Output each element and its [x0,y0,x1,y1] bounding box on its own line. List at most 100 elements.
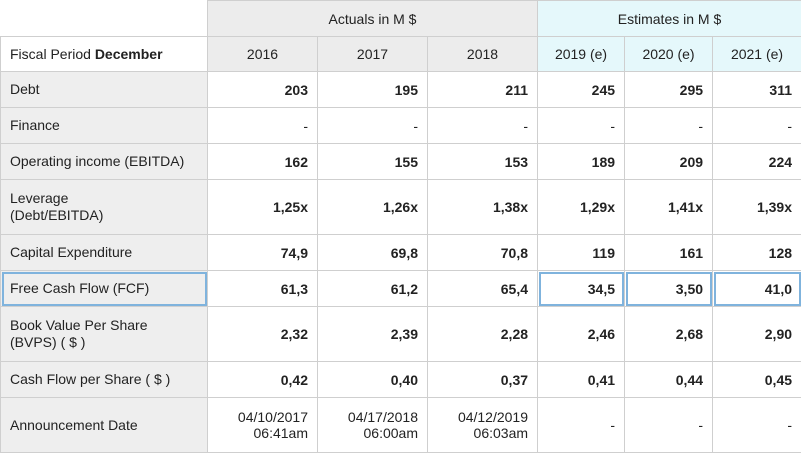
year-header: 2019 (e) [537,36,626,72]
row-label-text: Announcement Date [10,416,138,433]
table-cell: 1,26x [317,179,428,235]
year-header: 2020 (e) [624,36,714,72]
row-label: Free Cash Flow (FCF) [0,270,208,307]
table-cell: 2,32 [207,306,318,362]
row-label: Finance [0,107,208,144]
table-row: Operating income (EBITDA) 162 155 153 18… [0,143,801,180]
table-cell: 0,44 [624,361,714,398]
actuals-group-header: Actuals in M $ [206,0,539,37]
table-cell: 119 [537,234,626,271]
row-label: Book Value Per Share (BVPS) ( $ ) [0,306,208,362]
table-cell: 224 [712,143,801,180]
time-text: 06:00am [363,425,418,441]
row-label-text: Capital Expenditure [10,244,133,260]
year-header: 2016 [207,36,318,72]
table-cell: - [624,397,714,453]
table-cell: 1,38x [426,179,539,235]
table-cell: 1,29x [537,179,626,235]
table-cell: 0,40 [317,361,428,398]
table-cell: - [624,107,714,144]
table-cell: 2,68 [624,306,714,362]
table-cell: 70,8 [426,234,539,271]
row-label: Cash Flow per Share ( $ ) [0,361,208,398]
table-cell: 1,25x [207,179,318,235]
table-cell: 161 [624,234,714,271]
row-label-text: Leverage [10,190,69,206]
table-row: Announcement Date 04/10/2017 06:41am 04/1… [0,397,801,453]
table-cell: - [712,107,801,144]
fiscal-period-prefix: Fiscal Period [10,46,95,62]
table-cell: 245 [537,71,626,108]
row-label-text: Operating income (EBITDA) [10,153,185,169]
table-cell: 162 [207,143,318,180]
table-row: Book Value Per Share (BVPS) ( $ ) 2,32 2,… [0,306,801,362]
table-cell: 155 [317,143,428,180]
fiscal-period-header: Fiscal Period December [0,36,208,72]
table-cell: 69,8 [317,234,428,271]
table-cell: 0,37 [426,361,539,398]
estimates-group-header: Estimates in M $ [537,0,801,37]
row-label: Announcement Date [0,397,208,453]
table-cell: 203 [207,71,318,108]
table-cell: 0,45 [712,361,801,398]
table-cell: 61,2 [317,270,428,307]
announcement-date-cell: 04/12/2019 06:03am [426,397,539,453]
table-row: Capital Expenditure 74,9 69,8 70,8 119 1… [0,234,801,271]
table-cell: 2,39 [317,306,428,362]
table-cell: 65,4 [426,270,539,307]
table-cell: 61,3 [207,270,318,307]
row-label-text: Finance [10,117,60,133]
table-cell: 311 [712,71,801,108]
table-cell: 2,46 [537,306,626,362]
table-row-highlighted: Free Cash Flow (FCF) 61,3 61,2 65,4 34,5… [0,270,801,307]
row-label-text: (Debt/EBITDA) [10,207,104,223]
table-cell: 128 [712,234,801,271]
year-header: 2021 (e) [712,36,801,72]
table-row: Leverage (Debt/EBITDA) 1,25x 1,26x 1,38x … [0,179,801,235]
table-cell: 3,50 [624,270,714,307]
year-header: 2017 [317,36,428,72]
table-cell: 209 [624,143,714,180]
table-cell: - [317,107,428,144]
fiscal-period-month: December [94,46,163,62]
date-text: 04/10/2017 [237,409,308,425]
announcement-date-cell: 04/17/2018 06:00am [317,397,428,453]
table-cell: - [537,397,626,453]
row-label: Capital Expenditure [0,234,208,271]
table-cell: - [426,107,539,144]
row-label-text: (BVPS) ( $ ) [10,334,86,350]
row-label-text: Free Cash Flow (FCF) [10,280,150,296]
table-cell: 153 [426,143,539,180]
table-cell: 2,90 [712,306,801,362]
table-cell: - [207,107,318,144]
table-cell: 1,41x [624,179,714,235]
table-row: Debt 203 195 211 245 295 311 [0,71,801,108]
row-label: Operating income (EBITDA) [0,143,208,180]
date-text: 04/12/2019 [457,409,529,425]
table-cell: 74,9 [207,234,318,271]
year-header: 2018 [426,36,539,72]
table-cell: 195 [317,71,428,108]
table-cell: - [712,397,801,453]
time-text: 06:03am [473,425,529,441]
row-label-text: Debt [10,81,40,97]
announcement-date-cell: 04/10/2017 06:41am [207,397,318,453]
table-cell: 34,5 [537,270,626,307]
row-label: Debt [0,71,208,108]
table-cell: 0,42 [207,361,318,398]
header-corner [0,0,208,37]
date-text: 04/17/2018 [347,409,418,425]
row-label-text: Cash Flow per Share ( $ ) [10,371,171,387]
time-text: 06:41am [253,425,308,441]
table-cell: 1,39x [712,179,801,235]
table-cell: 0,41 [537,361,626,398]
row-label: Leverage (Debt/EBITDA) [0,179,208,235]
table-cell: 2,28 [426,306,539,362]
table-row: Finance - - - - - - [0,107,801,144]
table-row: Cash Flow per Share ( $ ) 0,42 0,40 0,37… [0,361,801,398]
table-cell: 189 [537,143,626,180]
table-cell: 41,0 [712,270,801,307]
table-cell: 295 [624,71,714,108]
table-cell: 211 [426,71,539,108]
